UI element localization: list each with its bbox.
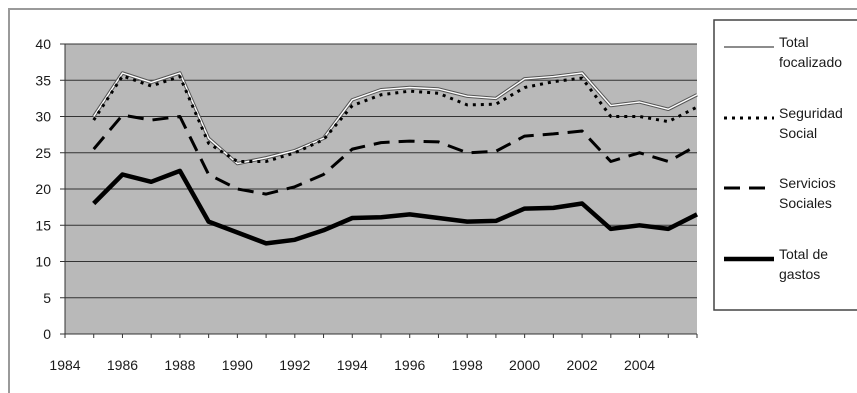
x-tick-label: 1986 xyxy=(107,357,138,373)
legend-label: Sociales xyxy=(779,195,832,211)
x-tick-label: 1984 xyxy=(49,357,80,373)
legend-label: Servicios xyxy=(779,175,836,191)
legend-label: Total xyxy=(779,34,809,50)
x-tick-label: 2000 xyxy=(509,357,540,373)
y-tick-label: 0 xyxy=(43,326,51,342)
legend-label: Seguridad xyxy=(779,105,843,121)
legend: Total focalizado Seguridad Social Servicios S… xyxy=(713,19,857,311)
x-tick-label: 2004 xyxy=(624,357,655,373)
x-tick-label: 2002 xyxy=(567,357,598,373)
legend-label: Total de xyxy=(779,246,828,262)
y-tick-label: 35 xyxy=(35,72,51,88)
x-axis-ticks: 1984 1986 1988 1990 1992 1994 1996 1998 2000 2002… xyxy=(49,334,698,373)
gridlines xyxy=(64,43,697,335)
x-tick-label: 1990 xyxy=(222,357,253,373)
y-tick-label: 10 xyxy=(35,254,51,270)
legend-label: gastos xyxy=(779,266,820,282)
y-tick-label: 15 xyxy=(35,217,51,233)
x-tick-label: 1996 xyxy=(394,357,425,373)
x-tick-label: 1998 xyxy=(452,357,483,373)
series-line-seguridad-social xyxy=(92,74,698,163)
y-tick-label: 5 xyxy=(43,290,51,306)
legend-label: focalizado xyxy=(779,54,842,70)
chart-frame xyxy=(8,8,857,393)
y-tick-label: 40 xyxy=(35,36,51,52)
y-axis-ticks: 0 5 10 15 20 25 30 35 40 xyxy=(35,36,65,342)
x-tick-label: 1994 xyxy=(337,357,368,373)
legend-label: Social xyxy=(779,125,817,141)
series-lines xyxy=(92,71,699,246)
x-tick-label: 1988 xyxy=(164,357,195,373)
legend-box xyxy=(713,19,857,311)
y-tick-label: 30 xyxy=(35,109,51,125)
series-line-total-de-gastos xyxy=(92,168,699,246)
x-tick-label: 1992 xyxy=(279,357,310,373)
y-tick-label: 20 xyxy=(35,181,51,197)
series-line-servicios-sociales xyxy=(92,113,698,196)
y-tick-label: 25 xyxy=(35,145,51,161)
series-line-total-focalizado xyxy=(93,72,698,165)
